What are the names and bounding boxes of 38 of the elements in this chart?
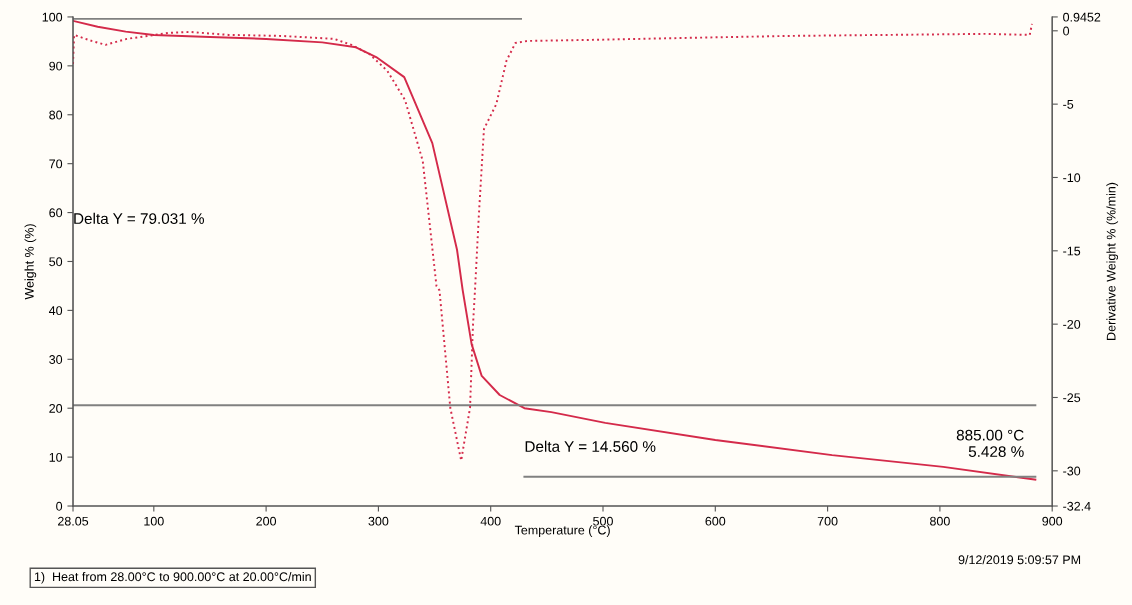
- y2-tick-label: -32.4: [1063, 501, 1091, 511]
- y-tick-label: 40: [48, 306, 63, 316]
- y2-tick-label: -30: [1063, 466, 1081, 476]
- y2-axis-title: Derivative Weight % (%/min): [1106, 182, 1119, 340]
- y2-tick-label: -10: [1063, 173, 1081, 183]
- y2-tick-label: 0: [1063, 26, 1070, 36]
- annotation: 885.00 °C 5.428 %: [956, 429, 1024, 458]
- x-tick-label: 500: [593, 516, 613, 526]
- y2-tick-label: 0.9452: [1063, 12, 1101, 22]
- annotation: Delta Y = 14.560 %: [525, 440, 656, 452]
- y-tick-label: 60: [49, 208, 63, 218]
- y-axis-title: Weight % (%): [24, 224, 37, 300]
- text: 9/12/2019 5:09:57 PM: [958, 555, 1081, 565]
- y-tick-label: 70: [49, 159, 63, 169]
- y2-tick-label: -20: [1063, 319, 1081, 329]
- y2-tick-label: -5: [1063, 100, 1074, 109]
- y-tick-label: 10: [49, 452, 63, 462]
- x-tick-label: 28.05: [58, 516, 89, 526]
- y-tick-label: 0: [56, 501, 63, 511]
- y-tick-label: 80: [49, 110, 63, 120]
- x-tick-label: 900: [1042, 516, 1063, 526]
- x-tick-label: 100: [144, 516, 164, 526]
- y-tick-label: 20: [49, 404, 63, 413]
- y2-tick-label: -15: [1063, 246, 1081, 256]
- y-tick-label: 100: [42, 12, 63, 22]
- x-tick-label: 200: [256, 516, 277, 526]
- x-tick-label: 800: [930, 516, 950, 526]
- text: 1) Heat from 28.00°C to 900.00°C at 20.00°C/min: [34, 571, 311, 584]
- x-axis-title: Temperature (°C): [514, 525, 610, 537]
- x-tick-label: 700: [817, 516, 838, 526]
- y-tick-label: 30: [49, 355, 63, 364]
- y2-tick-label: -25: [1063, 393, 1081, 403]
- annotation: Delta Y = 79.031 %: [74, 212, 205, 225]
- y-tick-label: 50: [49, 257, 63, 267]
- x-tick-label: 300: [368, 516, 389, 526]
- y-tick-label: 90: [49, 61, 63, 71]
- x-tick-label: 600: [705, 516, 726, 526]
- x-tick-label: 400: [480, 516, 501, 526]
